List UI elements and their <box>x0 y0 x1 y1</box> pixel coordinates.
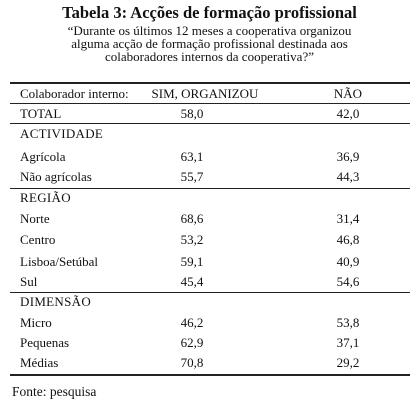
row-sim: 62,9 <box>180 335 204 350</box>
row-label: Médias <box>20 355 59 370</box>
row-label: Pequenas <box>20 335 70 350</box>
row-label: Centro <box>20 232 56 247</box>
row-nao: 54,6 <box>336 274 360 289</box>
section-title: REGIÃO <box>20 190 71 205</box>
header-sim: SIM, ORGANIZOU <box>151 86 259 101</box>
header-nao: NÃO <box>333 86 363 101</box>
row-nao: 44,3 <box>336 169 360 184</box>
row-label: Agrícola <box>20 149 66 164</box>
row-label: Não agrícolas <box>20 169 92 184</box>
subtitle-line: colaboradores internos da cooperativa?” <box>105 49 314 64</box>
rule <box>10 82 410 84</box>
section-title: ACTIVIDADE <box>20 126 104 141</box>
row-label: Micro <box>20 315 52 330</box>
header-label: Colaborador interno: <box>20 86 129 101</box>
row-sim: 70,8 <box>180 355 204 370</box>
total-label: TOTAL <box>20 106 62 121</box>
title: Tabela 3: Acções de formação profissiona… <box>62 3 357 22</box>
row-sim: 59,1 <box>180 254 204 269</box>
row-label: Norte <box>20 211 50 226</box>
row-sim: 45,4 <box>180 274 204 289</box>
rule <box>10 123 410 124</box>
row-nao: 53,8 <box>336 315 360 330</box>
source: Fonte: pesquisa <box>12 384 97 399</box>
row-sim: 55,7 <box>180 169 204 184</box>
row-nao: 40,9 <box>336 254 360 269</box>
total-nao: 42,0 <box>336 106 360 121</box>
subtitle-line: alguma acção de formação profissional de… <box>71 36 348 51</box>
rule <box>10 374 410 376</box>
row-sim: 68,6 <box>180 211 204 226</box>
row-nao: 37,1 <box>336 335 360 350</box>
row-label: Sul <box>20 274 38 289</box>
row-nao: 46,8 <box>336 232 360 247</box>
section-title: DIMENSÃO <box>20 294 92 309</box>
row-sim: 63,1 <box>180 149 204 164</box>
row-sim: 46,2 <box>180 315 204 330</box>
row-sim: 53,2 <box>180 232 204 247</box>
rule <box>10 103 410 104</box>
rule <box>10 188 410 189</box>
total-sim: 58,0 <box>180 106 204 121</box>
rule <box>10 292 410 293</box>
subtitle-line: “Durante os últimos 12 meses a cooperati… <box>67 23 352 38</box>
row-nao: 31,4 <box>336 211 360 226</box>
row-nao: 29,2 <box>336 355 360 370</box>
row-nao: 36,9 <box>336 149 360 164</box>
row-label: Lisboa/Setúbal <box>20 254 98 269</box>
